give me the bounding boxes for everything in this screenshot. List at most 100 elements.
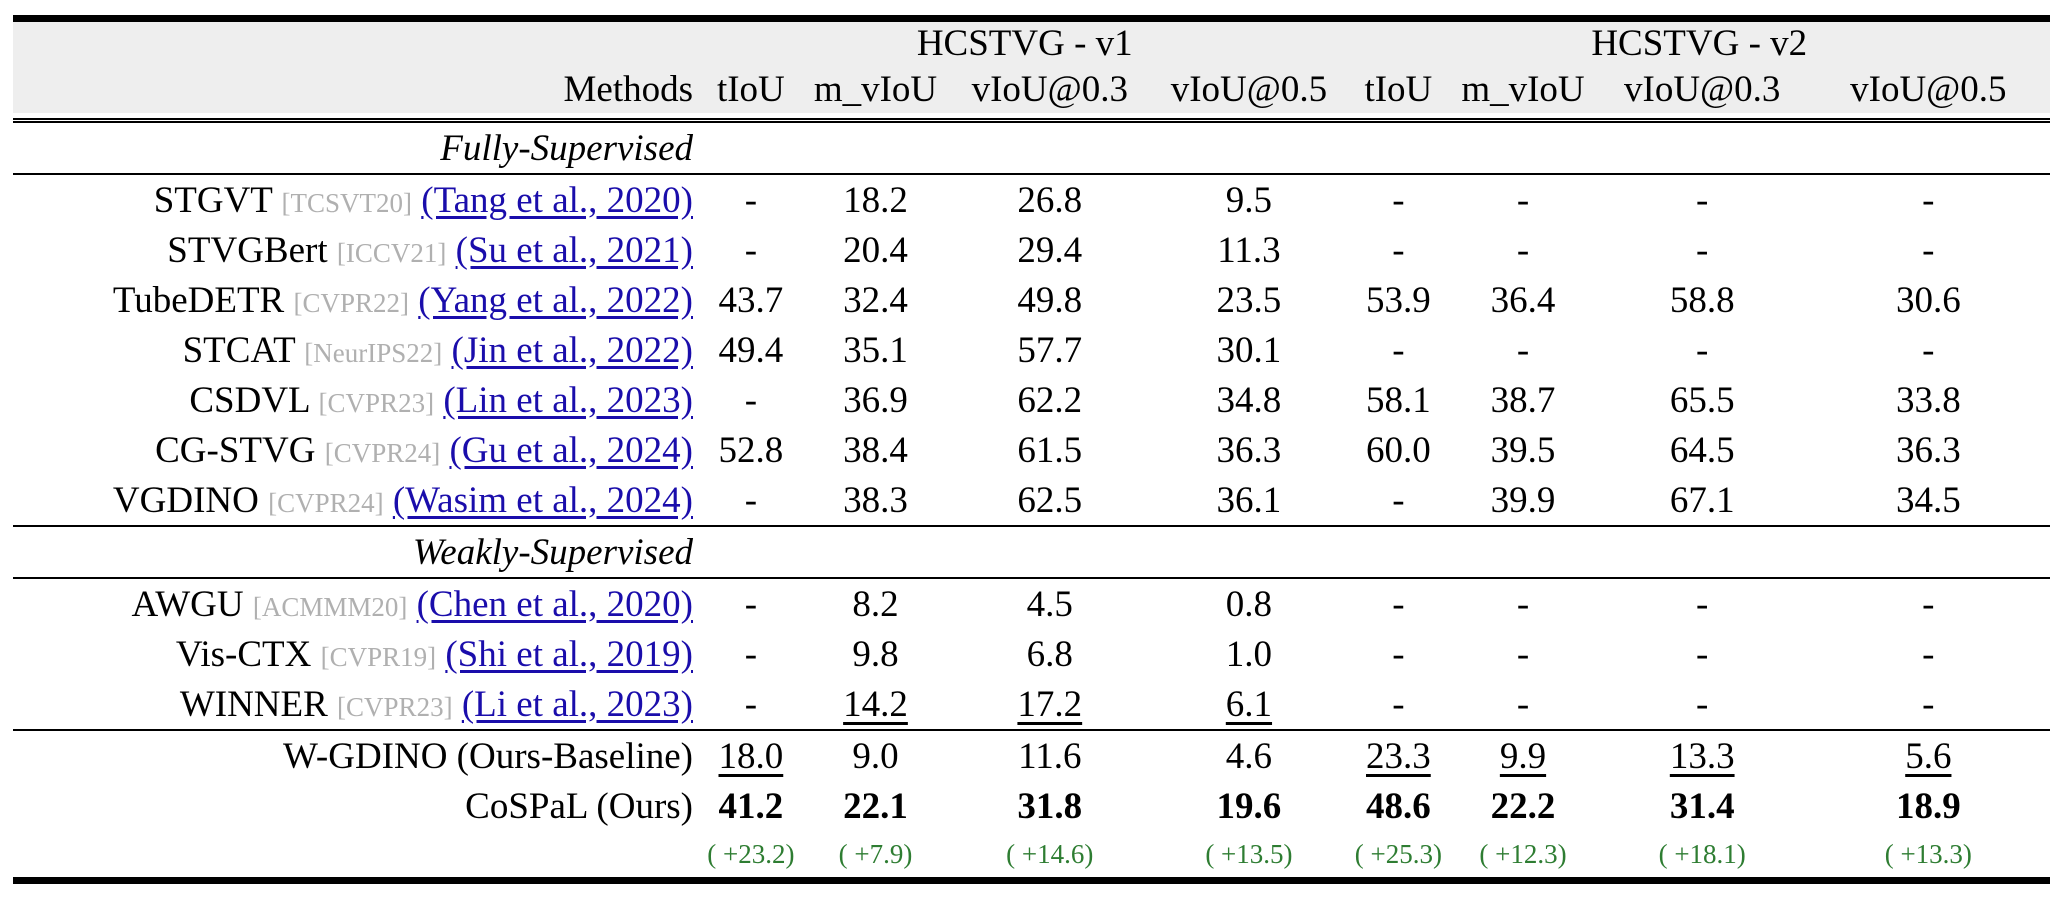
table-row: CG-STVG [CVPR24] (Gu et al., 2024) 52.8 … xyxy=(13,425,2050,475)
value-cell: 62.2 xyxy=(1017,379,1083,421)
venue-tag: [CVPR24] xyxy=(324,437,441,468)
value-cell: 62.5 xyxy=(1017,479,1083,521)
value-cell: 52.8 xyxy=(718,429,784,471)
value-cell: 36.3 xyxy=(1895,429,1961,471)
value-cell: - xyxy=(1922,229,1935,271)
method-cell: CSDVL [CVPR23] (Lin et al., 2023) xyxy=(13,375,701,425)
header-col: vIoU@0.3 xyxy=(1597,65,1807,113)
method-name: Vis-CTX xyxy=(175,633,312,675)
venue-tag: [ACMMM20] xyxy=(252,591,408,622)
method-cell: AWGU [ACMMM20] (Chen et al., 2020) xyxy=(13,578,701,629)
venue-tag: [TCSVT20] xyxy=(281,187,413,218)
value-cell: 49.4 xyxy=(718,329,784,371)
value-cell: 9.0 xyxy=(852,735,899,777)
section-weakly-supervised: Weakly-Supervised xyxy=(13,526,2050,578)
citation-link[interactable]: (Shi et al., 2019) xyxy=(445,633,693,675)
value-cell: 5.6 xyxy=(1807,730,2050,781)
value-cell: - xyxy=(1696,329,1709,371)
value-cell: 22.1 xyxy=(843,785,908,827)
table-row-ours: CoSPaL (Ours) 41.2 22.1 31.8 19.6 48.6 2… xyxy=(13,781,2050,831)
value-cell: - xyxy=(744,479,758,521)
value-cell: 8.2 xyxy=(852,583,899,625)
value-cell: 38.3 xyxy=(843,479,908,521)
value-cell: - xyxy=(744,633,758,675)
value-cell: - xyxy=(744,179,758,221)
value-text: 13.3 xyxy=(1669,735,1735,777)
value-text: 23.3 xyxy=(1366,735,1431,777)
value-cell: - xyxy=(1922,583,1935,625)
value-cell: - xyxy=(1516,683,1530,725)
value-cell: - xyxy=(1392,329,1405,371)
header-col: tIoU xyxy=(701,65,801,113)
value-cell: 36.3 xyxy=(1216,429,1282,471)
method-name: TubeDETR xyxy=(112,279,285,321)
value-cell: 20.4 xyxy=(843,229,908,271)
value-cell: - xyxy=(744,229,758,271)
venue-tag: [CVPR23] xyxy=(318,387,435,418)
value-cell: 60.0 xyxy=(1366,429,1431,471)
value-cell: 29.4 xyxy=(1017,229,1083,271)
value-cell: 34.8 xyxy=(1216,379,1282,421)
citation-link[interactable]: (Jin et al., 2022) xyxy=(451,329,693,371)
method-cell: CG-STVG [CVPR24] (Gu et al., 2024) xyxy=(13,425,701,475)
value-cell: 31.8 xyxy=(1017,785,1083,827)
header-col: tIoU xyxy=(1348,65,1449,113)
table-row: AWGU [ACMMM20] (Chen et al., 2020) - 8.2… xyxy=(13,578,2050,629)
method-name: AWGU xyxy=(131,583,244,625)
table-row: WINNER [CVPR23] (Li et al., 2023) - 14.2… xyxy=(13,679,2050,730)
value-cell: 1.0 xyxy=(1225,633,1273,675)
table-row: CSDVL [CVPR23] (Lin et al., 2023) - 36.9… xyxy=(13,375,2050,425)
value-cell: - xyxy=(1392,633,1405,675)
table-row: STVGBert [ICCV21] (Su et al., 2021) - 20… xyxy=(13,225,2050,275)
value-cell: 64.5 xyxy=(1669,429,1735,471)
venue-tag: [CVPR22] xyxy=(293,287,409,318)
citation-link[interactable]: (Su et al., 2021) xyxy=(455,229,693,271)
value-cell: 38.7 xyxy=(1490,379,1556,421)
citation-link[interactable]: (Chen et al., 2020) xyxy=(416,583,693,625)
value-cell: 11.3 xyxy=(1217,229,1281,271)
value-cell: 49.8 xyxy=(1017,279,1083,321)
header-col: vIoU@0.5 xyxy=(1149,65,1349,113)
value-cell: 36.9 xyxy=(843,379,908,421)
value-cell: 67.1 xyxy=(1669,479,1735,521)
value-cell: 39.9 xyxy=(1490,479,1556,521)
value-cell: 38.4 xyxy=(843,429,908,471)
table-row-baseline: W-GDINO (Ours-Baseline) 18.0 9.0 11.6 4.… xyxy=(13,730,2050,781)
results-table: HCSTVG - v1 HCSTVG - v2 Methods tIoU m_v… xyxy=(13,15,2050,884)
value-cell: 26.8 xyxy=(1017,179,1083,221)
value-text: 18.0 xyxy=(718,735,784,777)
method-cell: VGDINO [CVPR24] (Wasim et al., 2024) xyxy=(13,475,701,526)
citation-link[interactable]: (Wasim et al., 2024) xyxy=(392,479,693,521)
table-row: TubeDETR [CVPR22] (Yang et al., 2022) 43… xyxy=(13,275,2050,325)
value-cell: 18.0 xyxy=(701,730,801,781)
value-cell: 36.4 xyxy=(1490,279,1556,321)
table-row: STGVT [TCSVT20] (Tang et al., 2020) - 18… xyxy=(13,174,2050,225)
value-cell: 0.8 xyxy=(1225,583,1273,625)
section-label: Weakly-Supervised xyxy=(412,531,693,573)
citation-link[interactable]: (Gu et al., 2024) xyxy=(449,429,693,471)
value-cell: 53.9 xyxy=(1366,279,1431,321)
value-cell: - xyxy=(1922,683,1935,725)
citation-link[interactable]: (Tang et al., 2020) xyxy=(421,179,693,221)
header-columns-row: Methods tIoU m_vIoU vIoU@0.3 vIoU@0.5 tI… xyxy=(13,65,2050,113)
value-cell: 13.3 xyxy=(1598,730,1807,781)
value-cell: - xyxy=(1922,329,1935,371)
value-cell: - xyxy=(1922,633,1935,675)
method-cell: STGVT [TCSVT20] (Tang et al., 2020) xyxy=(13,174,701,225)
citation-link[interactable]: (Yang et al., 2022) xyxy=(418,279,693,321)
method-name: WINNER xyxy=(179,683,328,725)
value-cell: 33.8 xyxy=(1895,379,1961,421)
venue-tag: [CVPR24] xyxy=(268,487,384,518)
value-cell: - xyxy=(1516,633,1530,675)
header-group-row: HCSTVG - v1 HCSTVG - v2 xyxy=(13,18,2050,65)
value-text: 9.9 xyxy=(1499,735,1547,777)
table-row: VGDINO [CVPR24] (Wasim et al., 2024) - 3… xyxy=(13,475,2050,526)
table-row: STCAT [NeurIPS22] (Jin et al., 2022) 49.… xyxy=(13,325,2050,375)
value-cell: 17.2 xyxy=(1017,683,1083,725)
citation-link[interactable]: (Li et al., 2023) xyxy=(461,683,693,725)
value-cell: 30.1 xyxy=(1216,329,1282,371)
value-cell: 41.2 xyxy=(718,785,784,827)
citation-link[interactable]: (Lin et al., 2023) xyxy=(443,379,693,421)
value-cell: - xyxy=(1392,179,1405,221)
value-cell: 57.7 xyxy=(1017,329,1083,371)
